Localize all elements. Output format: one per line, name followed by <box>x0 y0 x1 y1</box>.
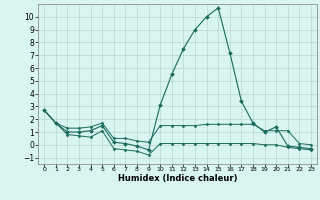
X-axis label: Humidex (Indice chaleur): Humidex (Indice chaleur) <box>118 174 237 183</box>
